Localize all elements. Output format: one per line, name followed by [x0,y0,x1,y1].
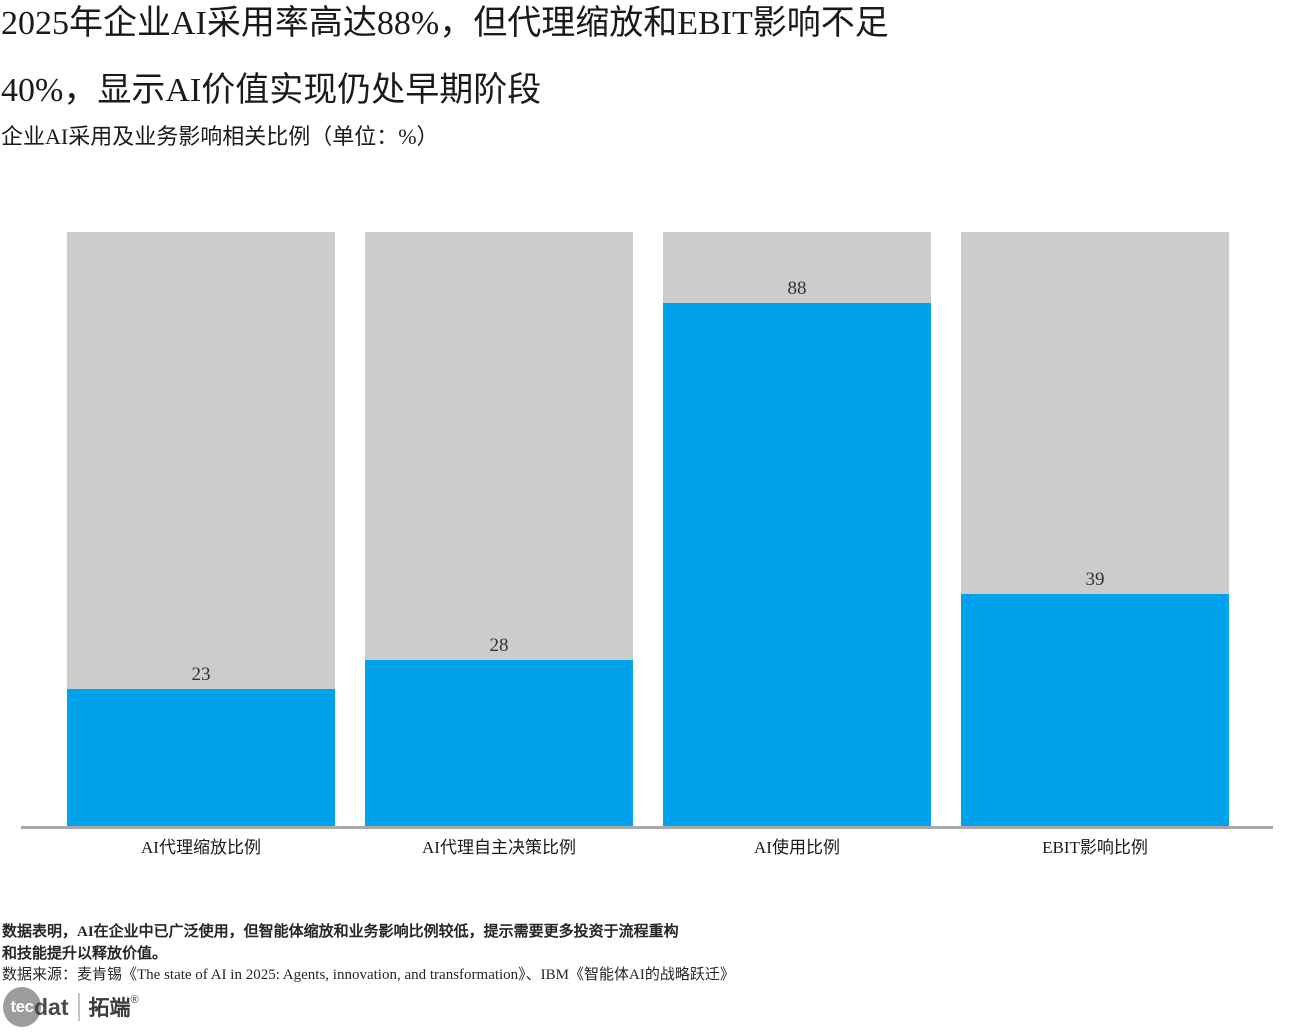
x-axis-line [21,826,1273,829]
logo-divider [77,993,80,1021]
bar-group: 39 EBIT影响比例 [961,232,1229,857]
bar-fill [663,303,931,826]
bar-value-label: 88 [787,278,807,300]
logo-circle-icon: tec [3,987,41,1027]
bar-category-label: AI代理自主决策比例 [422,838,576,857]
bar-group: 23 AI代理缩放比例 [67,232,335,857]
bar-value-label: 39 [1085,569,1105,591]
bar-fill [365,659,633,826]
logo-brand-text: 拓端 [88,997,131,1020]
footnote-line1: 数据表明，AI在企业中已广泛使用，但智能体缩放和业务影响比例较低，提示需要更多投… [2,924,679,940]
registered-trademark-icon: ® [130,994,139,1006]
bar-fill [67,689,335,826]
bar-category-label: AI使用比例 [754,838,840,857]
chart-title-line1: 2025年企业AI采用率高达88%，但代理缩放和EBIT影响不足 [1,5,889,42]
logo-suffix-text: dat [34,993,69,1020]
bar-value-label: 28 [489,634,509,656]
bar-fill [961,594,1229,826]
bar-chart: 23 AI代理缩放比例 28 AI代理自主决策比例 88 AI使用比例 39 EBIT影响比例 [0,232,1290,882]
bar-value-label: 23 [191,664,211,686]
footnote-line2: 和技能提升以释放价值。 [2,946,168,962]
chart-title-line2: 40%，显示AI价值实现仍处早期阶段 [1,72,542,109]
data-source-note: 数据来源：麦肯锡《The state of AI in 2025: Agents… [2,967,735,983]
bar-category-label: EBIT影响比例 [1042,838,1148,857]
bar-group: 28 AI代理自主决策比例 [365,232,633,857]
bar-category-label: AI代理缩放比例 [141,838,261,857]
bar-group: 88 AI使用比例 [663,232,931,857]
chart-subtitle: 企业AI采用及业务影响相关比例（单位：%） [1,124,439,149]
tecdat-logo: tec dat 拓端 ® [3,986,139,1028]
